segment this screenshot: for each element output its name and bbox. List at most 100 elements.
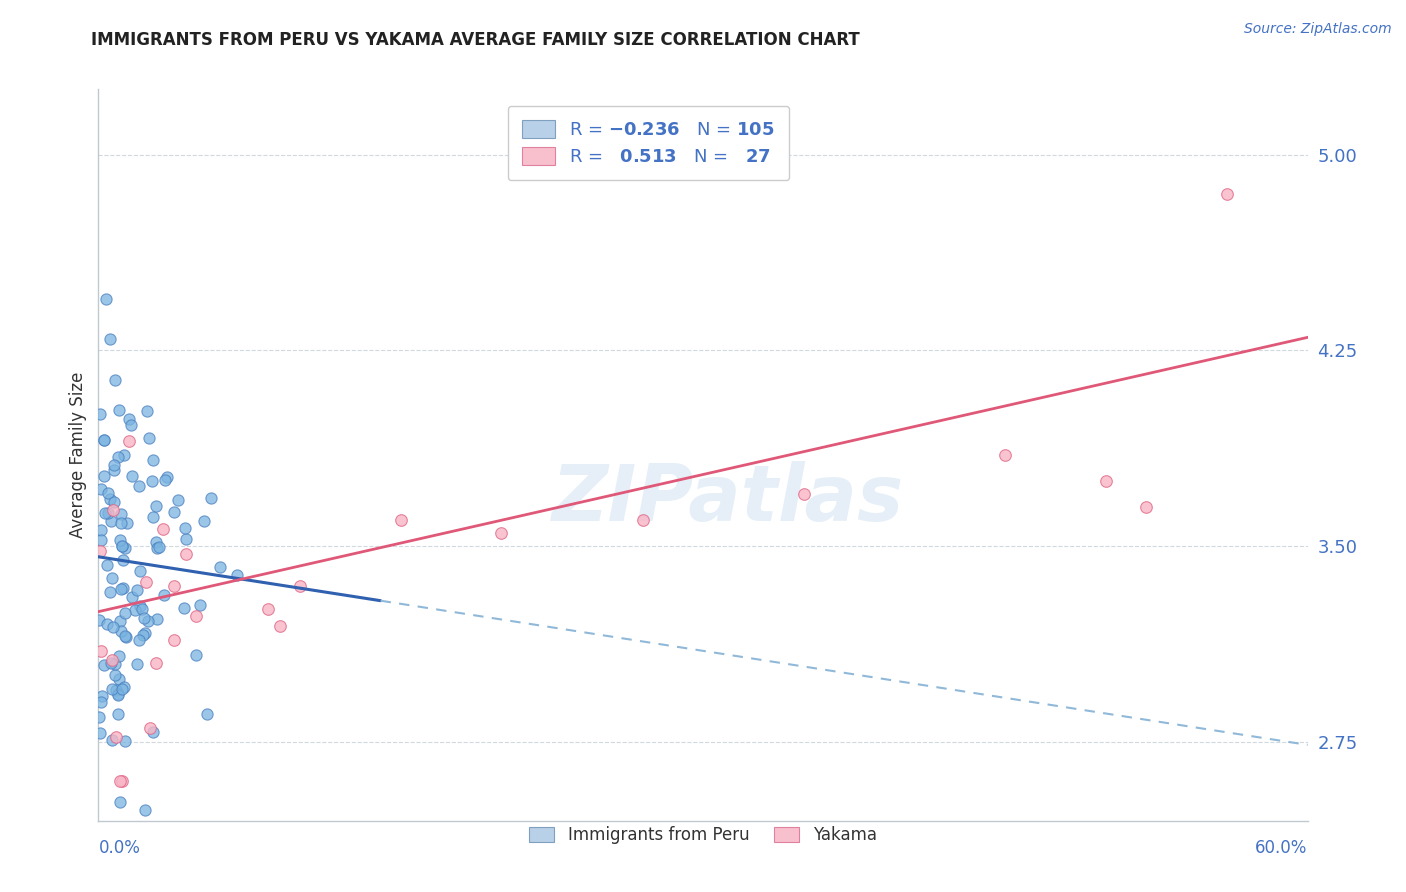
Point: [138, 431, 160, 445]
Point: [89, 407, 111, 421]
Point: [128, 478, 150, 492]
Point: [93, 658, 115, 673]
Legend: Immigrants from Peru, Yakama: Immigrants from Peru, Yakama: [522, 818, 884, 853]
Point: [93, 469, 115, 483]
Point: [114, 734, 136, 748]
Point: [104, 657, 127, 672]
Point: [124, 603, 146, 617]
Point: [142, 452, 165, 467]
Point: [115, 630, 138, 644]
Point: [110, 582, 132, 597]
Point: [98, 492, 121, 507]
Point: [136, 614, 159, 628]
Point: [118, 411, 141, 425]
Point: [108, 795, 131, 809]
Point: [96, 558, 118, 572]
Point: [110, 614, 132, 628]
Point: [107, 403, 129, 417]
Point: [111, 539, 134, 553]
Point: [90, 644, 112, 658]
Point: [107, 688, 129, 702]
Point: [288, 578, 311, 592]
Point: [146, 541, 169, 555]
Point: [142, 509, 165, 524]
Point: [120, 417, 142, 432]
Point: [114, 629, 136, 643]
Point: [146, 612, 169, 626]
Point: [200, 491, 222, 505]
Point: [152, 522, 174, 536]
Point: [184, 648, 207, 662]
Point: [208, 559, 231, 574]
Point: [188, 599, 211, 613]
Point: [148, 540, 170, 554]
Text: 0.0%: 0.0%: [98, 838, 141, 857]
Point: [101, 653, 124, 667]
Point: [90, 523, 112, 537]
Point: [163, 633, 186, 648]
Point: [111, 581, 134, 595]
Point: [107, 649, 129, 664]
Point: [93, 433, 115, 447]
Point: [129, 564, 152, 578]
Point: [101, 620, 124, 634]
Point: [141, 474, 163, 488]
Point: [90, 689, 112, 703]
Point: [153, 588, 176, 602]
Point: [90, 533, 112, 548]
Point: [174, 521, 197, 535]
Point: [103, 463, 125, 477]
Point: [131, 602, 153, 616]
Point: [155, 473, 177, 487]
Point: [114, 541, 136, 556]
Point: [97, 506, 120, 520]
Point: [105, 730, 128, 744]
Point: [94, 506, 117, 520]
Point: [89, 710, 111, 724]
Point: [107, 450, 129, 464]
Point: [101, 571, 124, 585]
Point: [145, 535, 167, 549]
Point: [104, 372, 127, 386]
Point: [389, 513, 412, 527]
Point: [110, 507, 132, 521]
Point: [793, 487, 815, 501]
Point: [145, 657, 167, 671]
Point: [110, 624, 132, 638]
Point: [98, 332, 121, 346]
Point: [174, 532, 197, 546]
Point: [195, 707, 218, 722]
Point: [100, 656, 122, 670]
Point: [107, 707, 129, 722]
Point: [100, 514, 122, 528]
Point: [94, 292, 117, 306]
Y-axis label: Average Family Size: Average Family Size: [69, 372, 87, 538]
Point: [141, 724, 163, 739]
Point: [101, 733, 124, 747]
Point: [111, 774, 134, 789]
Point: [994, 448, 1017, 462]
Point: [89, 726, 111, 740]
Point: [1095, 474, 1118, 488]
Point: [136, 403, 159, 417]
Point: [134, 803, 156, 817]
Point: [225, 568, 247, 582]
Point: [163, 579, 186, 593]
Point: [114, 607, 136, 621]
Point: [117, 516, 139, 530]
Point: [121, 590, 143, 604]
Point: [193, 514, 215, 528]
Point: [108, 774, 131, 789]
Point: [134, 625, 156, 640]
Point: [103, 503, 125, 517]
Point: [127, 657, 149, 672]
Point: [127, 582, 149, 597]
Point: [90, 482, 112, 496]
Point: [118, 434, 141, 449]
Point: [93, 433, 115, 447]
Text: IMMIGRANTS FROM PERU VS YAKAMA AVERAGE FAMILY SIZE CORRELATION CHART: IMMIGRANTS FROM PERU VS YAKAMA AVERAGE F…: [91, 31, 860, 49]
Text: Source: ZipAtlas.com: Source: ZipAtlas.com: [1244, 22, 1392, 37]
Point: [257, 601, 280, 615]
Point: [269, 619, 291, 633]
Point: [111, 553, 134, 567]
